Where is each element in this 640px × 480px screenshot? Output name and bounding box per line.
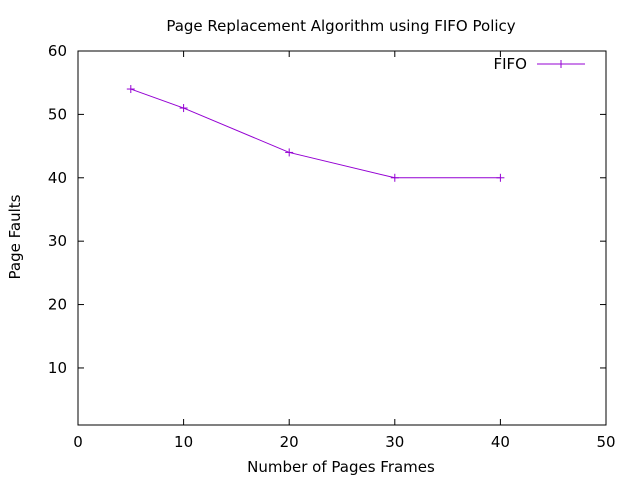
data-point: [496, 173, 505, 182]
x-tick-label: 30: [385, 433, 404, 451]
data-point: [390, 173, 399, 182]
y-tick-label: 50: [48, 105, 67, 123]
y-axis-label: Page Faults: [6, 194, 24, 279]
legend: FIFO: [494, 55, 585, 73]
y-tick-label: 20: [48, 296, 67, 314]
y-tick-label: 10: [48, 359, 67, 377]
x-tick-label: 20: [280, 433, 299, 451]
y-tick-label: 60: [48, 42, 67, 60]
series-layer: [126, 85, 505, 182]
data-point: [179, 104, 188, 113]
plot-frame: [77, 50, 607, 426]
y-axis: 10 20 30 40 50 60: [48, 42, 606, 377]
chart-title: Page Replacement Algorithm using FIFO Po…: [166, 17, 515, 35]
x-axis-label: Number of Pages Frames: [247, 458, 435, 476]
x-tick-label: 10: [174, 433, 193, 451]
x-tick-label: 40: [491, 433, 510, 451]
x-axis: 0 10 20 30 40 50: [73, 51, 616, 451]
data-point: [126, 85, 135, 94]
x-tick-label: 50: [596, 433, 615, 451]
x-tick-label: 0: [73, 433, 83, 451]
y-tick-label: 30: [48, 232, 67, 250]
legend-label: FIFO: [494, 55, 528, 73]
y-tick-label: 40: [48, 169, 67, 187]
series-line: [130, 88, 501, 179]
data-point: [285, 148, 294, 157]
